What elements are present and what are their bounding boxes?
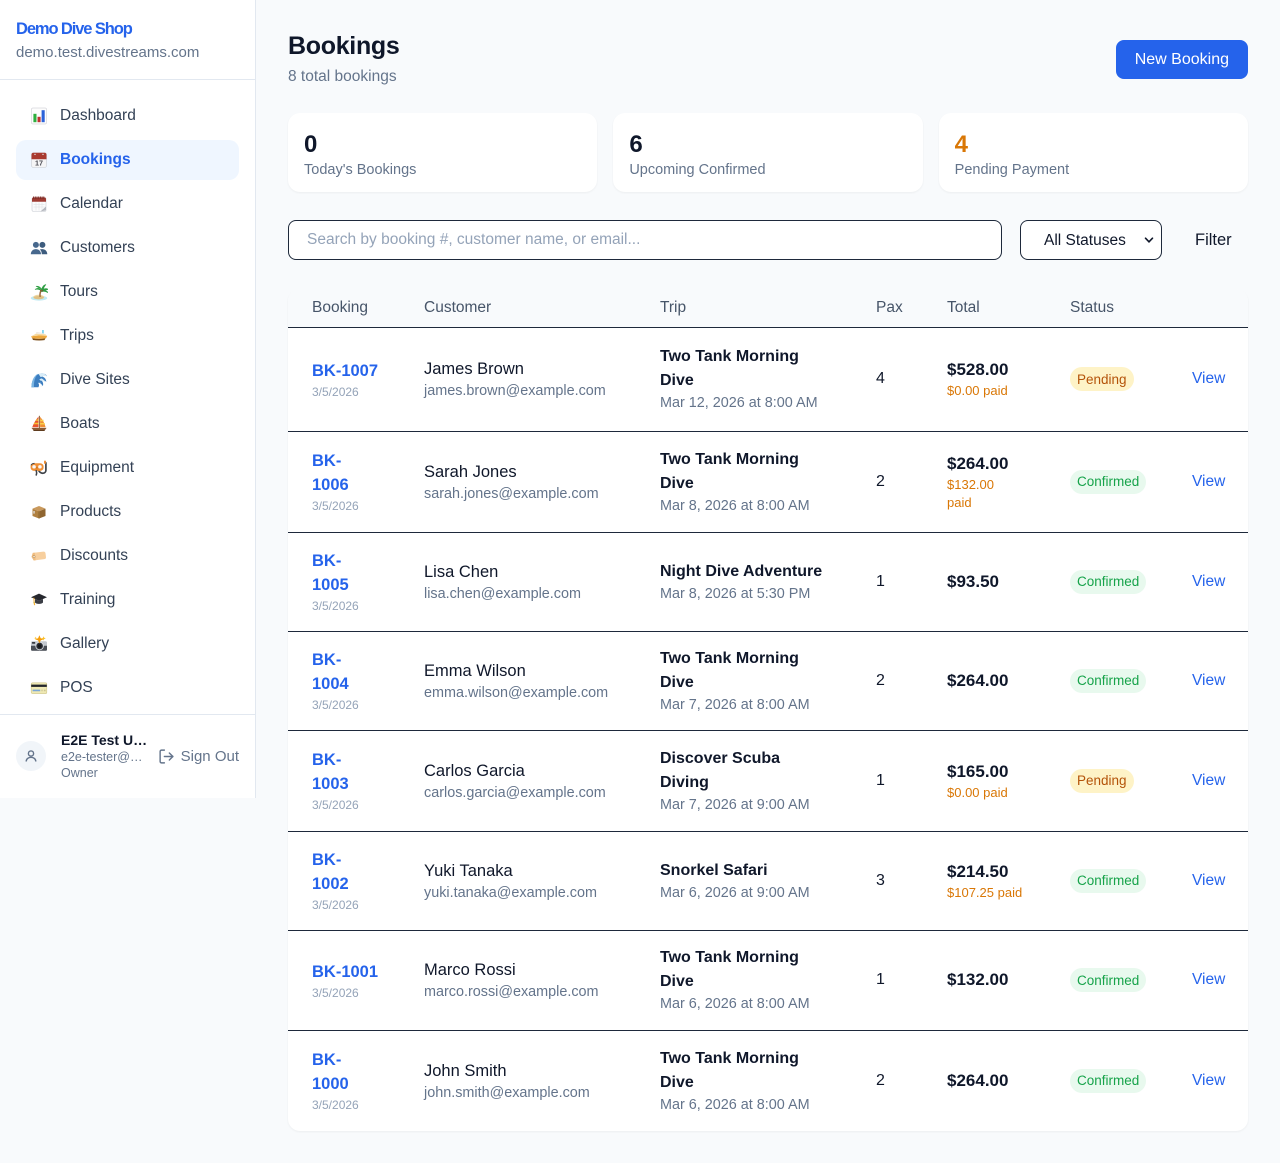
svg-text:17: 17 <box>35 159 43 168</box>
